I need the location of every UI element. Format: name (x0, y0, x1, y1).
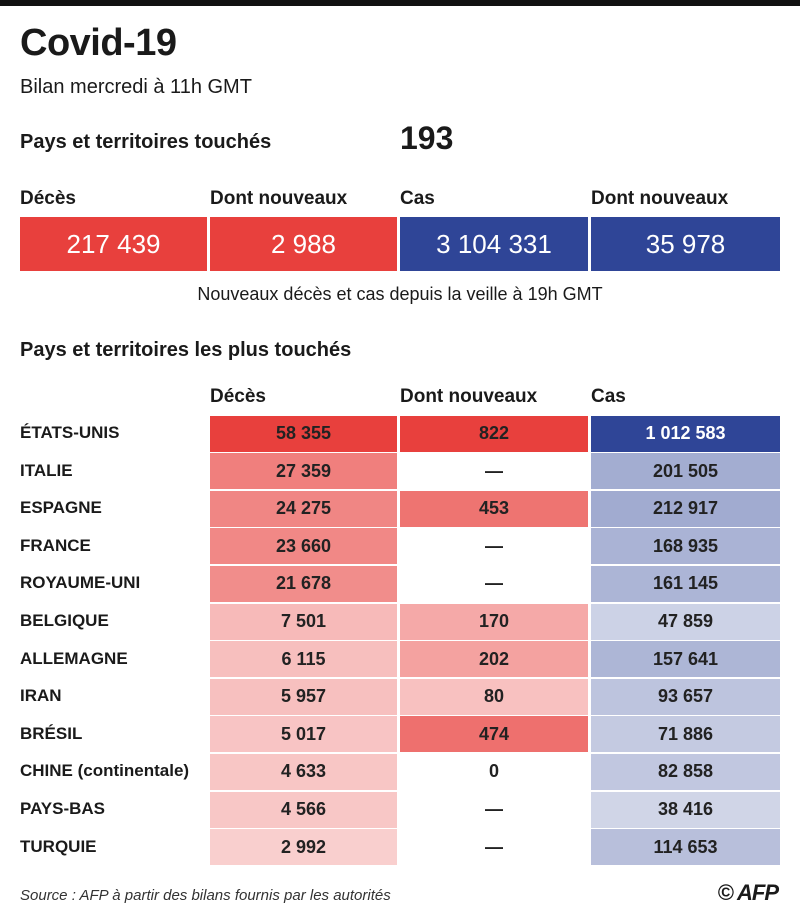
row-label: CHINE (continentale) (20, 761, 190, 781)
new-deaths-cell: 202 (400, 641, 588, 678)
new-deaths-cell: — (400, 791, 588, 828)
deaths-cell: 5 957 (210, 678, 397, 715)
cases-cell: 71 886 (591, 716, 780, 753)
column-header-cases: Cas (591, 386, 626, 407)
column-header-deaths: Décès (210, 386, 266, 407)
cases-cell: 1 012 583 (591, 415, 780, 452)
row-label: BRÉSIL (20, 723, 83, 743)
row-label: ITALIE (20, 460, 73, 480)
cases-cell: 82 858 (591, 753, 780, 790)
countries-affected-label: Pays et territoires touchés (20, 131, 272, 153)
summary-note: Nouveaux décès et cas depuis la veille à… (197, 284, 603, 304)
row-label: IRAN (20, 686, 62, 706)
deaths-cell: 58 355 (210, 415, 397, 452)
deaths-cell: 27 359 (210, 453, 397, 490)
summary-label-new-cases: Dont nouveaux (591, 188, 729, 209)
row-label: FRANCE (20, 535, 91, 555)
deaths-cell: 6 115 (210, 641, 397, 678)
new-deaths-cell: 80 (400, 678, 588, 715)
new-deaths-cell: — (400, 453, 588, 490)
source-note: Source : AFP à partir des bilans fournis… (20, 887, 391, 904)
deaths-cell: 4 633 (210, 753, 397, 790)
new-deaths-cell: 0 (400, 753, 588, 790)
summary-label-cases: Cas (400, 188, 435, 209)
table-title: Pays et territoires les plus touchés (20, 339, 352, 361)
deaths-cell: 5 017 (210, 716, 397, 753)
row-label: BELGIQUE (20, 611, 109, 630)
deaths-cell: 24 275 (210, 490, 397, 527)
column-header-new-deaths: Dont nouveaux (400, 386, 538, 407)
summary-label-new-deaths: Dont nouveaux (210, 188, 348, 209)
new-deaths-cell: 170 (400, 603, 588, 640)
new-deaths-cell: 822 (400, 415, 588, 452)
summary-value-deaths: 217 439 (20, 217, 207, 271)
page-title: Covid-19 (20, 22, 177, 64)
deaths-cell: 21 678 (210, 565, 397, 602)
summary-label-deaths: Décès (20, 188, 76, 209)
summary-value-new-cases: 35 978 (591, 217, 780, 271)
cases-cell: 93 657 (591, 678, 780, 715)
summary-value-new-deaths: 2 988 (210, 217, 397, 271)
new-deaths-cell: — (400, 829, 588, 866)
cases-cell: 212 917 (591, 490, 780, 527)
cases-cell: 157 641 (591, 641, 780, 678)
row-label: ESPAGNE (20, 498, 102, 518)
new-deaths-cell: 453 (400, 490, 588, 527)
new-deaths-cell: — (400, 528, 588, 565)
new-deaths-cell: — (400, 565, 588, 602)
row-label: TURQUIE (20, 836, 97, 856)
top-bar (0, 0, 800, 6)
cases-cell: 47 859 (591, 603, 780, 640)
row-label: PAYS-BAS (20, 799, 106, 818)
cases-cell: 114 653 (591, 829, 780, 866)
summary-value-cases: 3 104 331 (400, 217, 588, 271)
cases-cell: 168 935 (591, 528, 780, 565)
deaths-cell: 7 501 (210, 603, 397, 640)
deaths-cell: 23 660 (210, 528, 397, 565)
page-subtitle: Bilan mercredi à 11h GMT (20, 76, 252, 98)
cases-cell: 161 145 (591, 565, 780, 602)
cases-cell: 201 505 (591, 453, 780, 490)
row-label: ÉTATS-UNIS (20, 423, 120, 442)
deaths-cell: 2 992 (210, 829, 397, 866)
cases-cell: 38 416 (591, 791, 780, 828)
new-deaths-cell: 474 (400, 716, 588, 753)
afp-logo: © AFP (717, 880, 779, 905)
row-label: ROYAUME-UNI (20, 573, 141, 593)
row-label: ALLEMAGNE (20, 648, 128, 668)
countries-affected-value: 193 (400, 120, 454, 156)
deaths-cell: 4 566 (210, 791, 397, 828)
